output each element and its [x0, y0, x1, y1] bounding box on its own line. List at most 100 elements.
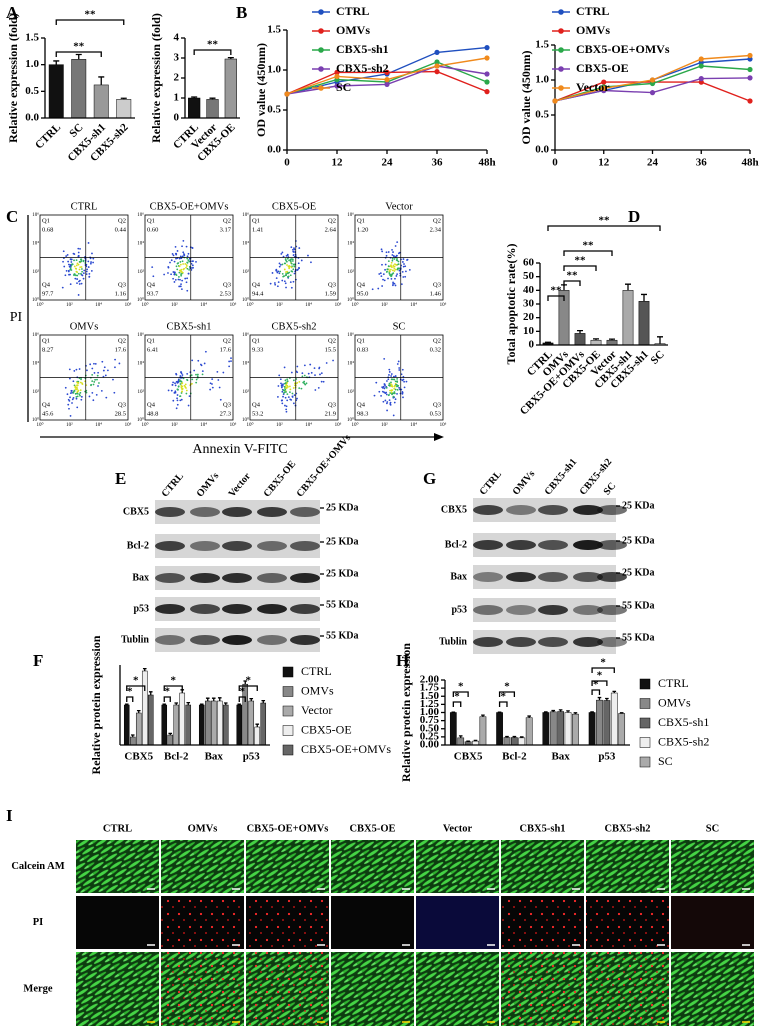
flow-event	[75, 264, 78, 267]
flow-event	[393, 375, 395, 378]
quadrant-value: 1.20	[357, 226, 368, 233]
flow-event	[76, 271, 79, 274]
significance-label: *	[246, 675, 252, 687]
data-point	[484, 45, 490, 51]
data-point	[484, 79, 490, 85]
x-tick-label: 36	[696, 157, 708, 169]
flow-event	[387, 260, 390, 263]
dead-cell-overlay	[246, 896, 329, 949]
flow-event	[175, 265, 178, 268]
flow-event	[186, 378, 188, 381]
bar	[147, 694, 154, 746]
data-point	[334, 73, 340, 79]
flow-event	[83, 269, 86, 272]
flow-event	[278, 265, 281, 268]
quadrant-name: Q1	[252, 217, 260, 224]
flow-event	[381, 250, 384, 253]
flow-event	[201, 370, 204, 373]
flow-event	[187, 259, 190, 262]
y-tick-label: 30	[523, 298, 535, 310]
flow-event	[181, 388, 183, 391]
flow-y-tick-label: 10⁰	[32, 417, 39, 423]
flow-event	[190, 374, 193, 377]
flow-y-tick-label: 10²	[138, 269, 145, 275]
flow-event	[274, 283, 277, 286]
error-bar	[162, 703, 167, 705]
flow-event	[87, 266, 90, 268]
flow-event	[286, 380, 289, 383]
y-tick-label: 0.00	[420, 739, 440, 751]
quadrant-name: Q4	[147, 281, 156, 288]
row-label: Merge	[23, 983, 52, 994]
flow-event	[393, 391, 396, 393]
flow-event	[314, 389, 317, 391]
quadrant-name: Q1	[147, 337, 155, 344]
x-tick-label: 36	[432, 157, 444, 169]
flow-event	[70, 261, 73, 263]
blot-band	[538, 605, 568, 615]
flow-event	[77, 251, 80, 254]
bar	[457, 737, 465, 746]
flow-event	[77, 255, 80, 258]
blot-band	[473, 572, 503, 582]
flow-event	[401, 368, 404, 371]
row-label: Bcl-2	[127, 540, 149, 551]
flow-event	[389, 401, 392, 404]
flow-event	[387, 394, 390, 397]
flow-event	[396, 385, 399, 388]
flow-event	[287, 396, 290, 399]
blot-band	[538, 540, 568, 550]
flow-event	[179, 380, 181, 383]
flow-event	[75, 396, 78, 398]
flow-event	[71, 398, 74, 401]
flow-event	[92, 383, 95, 386]
flow-event	[285, 272, 287, 275]
flow-event	[380, 275, 383, 278]
error-bar	[590, 711, 594, 713]
flow-event	[389, 403, 392, 406]
flow-title: OMVs	[70, 321, 99, 332]
flow-event	[186, 257, 189, 260]
flow-event	[180, 384, 183, 387]
bar	[496, 712, 503, 746]
flow-event	[79, 381, 82, 384]
quadrant-value: 48.8	[147, 410, 158, 417]
flow-event	[292, 268, 295, 271]
y-axis-label: Total apoptotic rate(%)	[504, 244, 518, 365]
flow-event	[286, 399, 289, 402]
legend-swatch	[282, 744, 294, 756]
flow-event	[384, 399, 387, 402]
flow-event	[73, 259, 75, 262]
y-tick-label: 20	[523, 311, 535, 323]
legend-label: OMVs	[301, 683, 334, 697]
bar	[564, 712, 572, 746]
micrograph	[76, 952, 159, 1026]
lane-label: Vector	[227, 470, 254, 499]
quadrant-name: Q2	[223, 337, 231, 344]
data-point	[384, 81, 390, 87]
flow-event	[179, 255, 182, 258]
flow-event	[292, 387, 295, 389]
flow-x-tick-label: 10⁰	[351, 302, 358, 308]
blot-band	[506, 637, 536, 647]
flow-event	[283, 280, 286, 283]
flow-event	[382, 273, 385, 276]
flow-event	[292, 254, 295, 256]
flow-event	[178, 257, 181, 260]
flow-event	[76, 262, 79, 265]
flow-event	[88, 275, 91, 278]
legend-label: SC	[658, 754, 673, 768]
flow-event	[79, 258, 82, 261]
flow-event	[290, 371, 293, 374]
flow-y-tick-label: 10²	[243, 389, 250, 395]
flow-event	[101, 360, 104, 363]
flow-event	[274, 282, 276, 284]
flow-x-tick-label: 10⁰	[36, 302, 43, 308]
data-point	[434, 59, 440, 65]
quadrant-name: Q4	[42, 281, 51, 288]
flow-event	[95, 393, 98, 396]
flow-event	[402, 396, 404, 399]
significance-label: **	[599, 215, 611, 227]
row-label: Tublin	[439, 636, 467, 647]
